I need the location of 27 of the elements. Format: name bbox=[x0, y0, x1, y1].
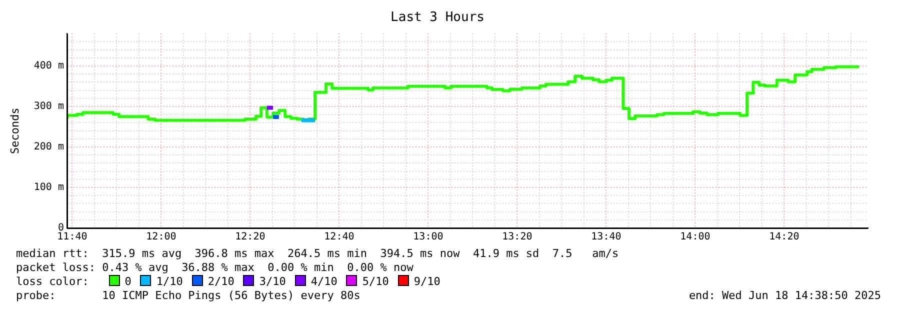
text: end: Wed Jun 18 14:38:50 2025 bbox=[688, 289, 881, 303]
x-tick-label: 11:40 bbox=[57, 232, 88, 243]
text: median rtt: 315.9 ms avg 396.8 ms max 264.5 ms min 394.5 ms now 41.9 ms sd 7.5 am/s bbox=[16, 247, 620, 261]
chart-title: Last 3 Hours bbox=[390, 10, 484, 26]
legend-label: 3/10 bbox=[259, 275, 286, 288]
y-tick-label: 300 m bbox=[34, 101, 64, 112]
text: probe: 10 ICMP Echo Pings (56 Bytes) every 80s bbox=[16, 289, 360, 302]
x-tick-label: 12:00 bbox=[146, 232, 176, 243]
legend-label: 1/10 bbox=[156, 275, 183, 288]
legend-label: 0 bbox=[124, 275, 132, 288]
x-tick-label: 13:20 bbox=[502, 232, 532, 243]
x-tick-label: 13:00 bbox=[413, 232, 444, 243]
legend-label: 4/10 bbox=[310, 275, 338, 288]
y-tick-label: 400 m bbox=[34, 60, 64, 72]
x-tick-label: 14:00 bbox=[680, 232, 710, 243]
x-tick-label: 14:20 bbox=[769, 232, 800, 243]
text: packet loss: 0.43 % avg 36.88 % max 0.00 % min 0.00 % now bbox=[16, 261, 414, 275]
x-tick-label: 12:20 bbox=[235, 232, 266, 243]
legend-title: loss color: bbox=[16, 275, 90, 288]
legend-label: 5/10 bbox=[362, 275, 389, 288]
y-tick-label: 200 m bbox=[34, 142, 64, 153]
legend-label: 9/10 bbox=[414, 275, 440, 288]
y-axis-title: Seconds bbox=[8, 108, 22, 154]
x-tick-label: 13:40 bbox=[591, 232, 622, 243]
y-tick-label: 100 m bbox=[34, 182, 64, 194]
legend-label: 2/10 bbox=[208, 275, 234, 288]
x-tick-label: 12:40 bbox=[324, 232, 354, 243]
